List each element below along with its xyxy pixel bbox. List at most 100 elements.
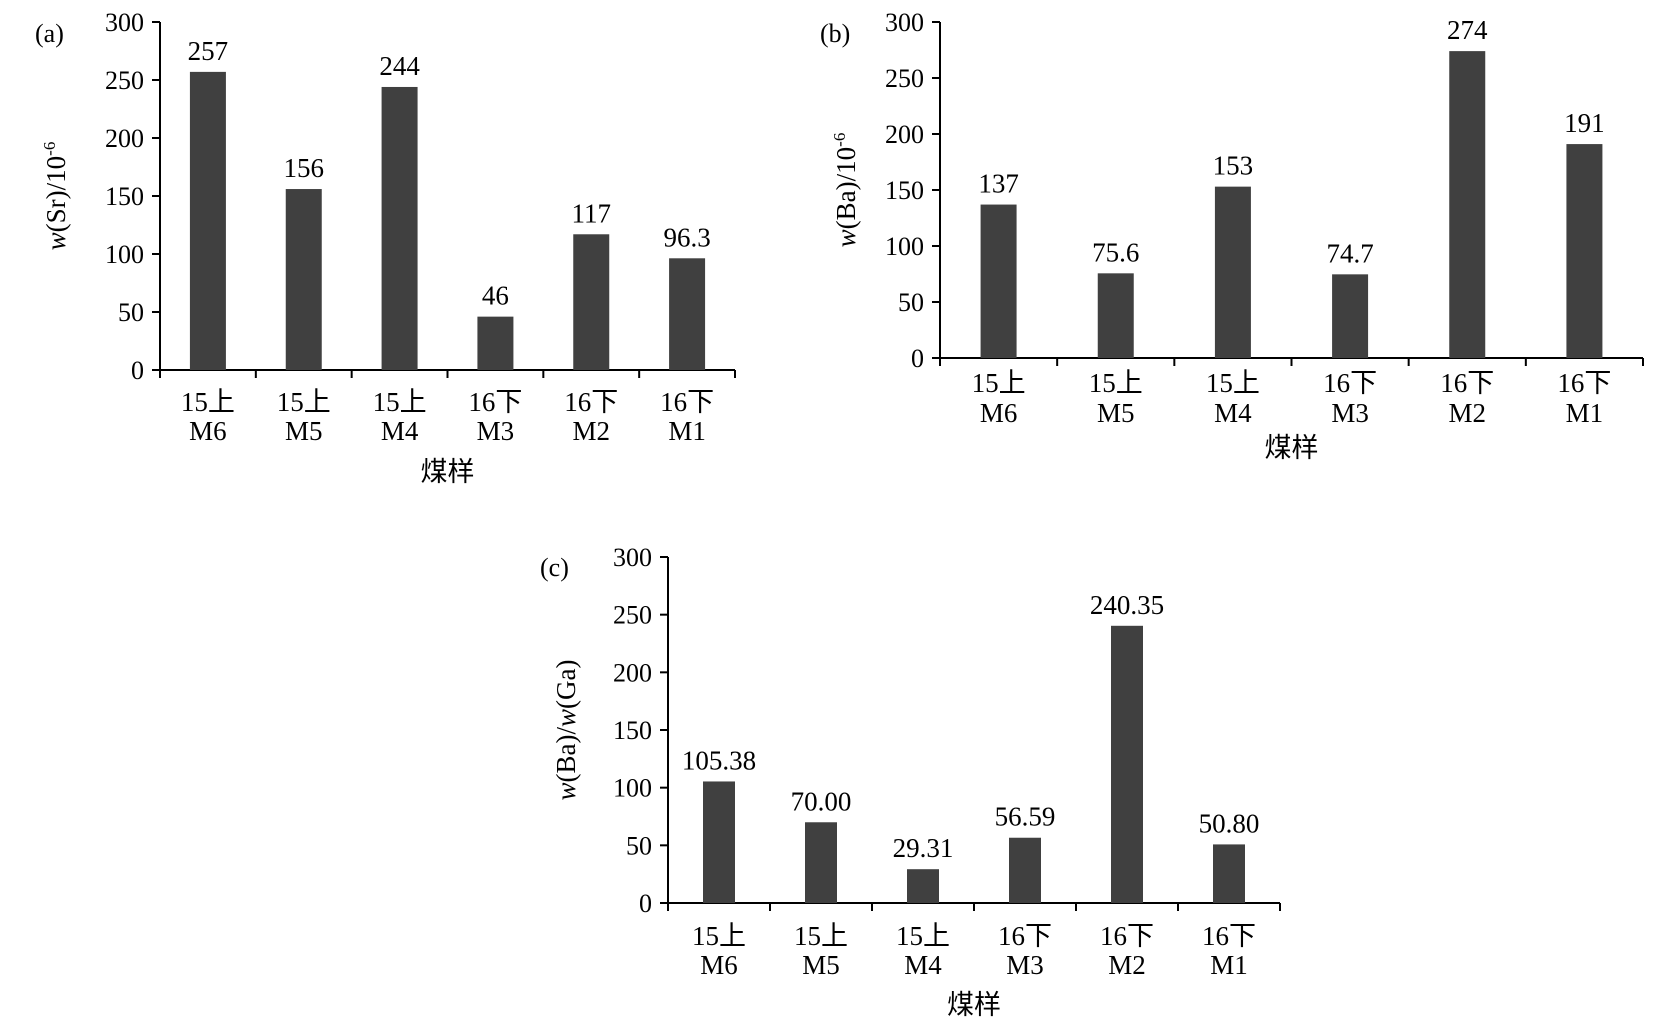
category-label-line2: M1 <box>1566 398 1604 428</box>
category-label-line2: M1 <box>668 416 706 446</box>
y-tick-label: 50 <box>898 288 924 317</box>
category-label-line2: M3 <box>1331 398 1369 428</box>
value-label: 156 <box>284 153 325 183</box>
value-label: 50.80 <box>1199 808 1260 838</box>
y-tick-label: 200 <box>613 658 652 687</box>
y-tick-label: 100 <box>885 232 924 261</box>
bar <box>285 189 322 370</box>
category-label-line1: 16下 <box>1202 921 1256 951</box>
category-label-line1: 16下 <box>468 387 522 417</box>
category-label-line1: 16下 <box>1100 921 1154 951</box>
category-label-line1: 15上 <box>1206 368 1260 398</box>
panel-label: (b) <box>820 19 850 48</box>
bar <box>669 258 706 370</box>
y-tick-label: 50 <box>118 298 144 327</box>
y-tick-label: 50 <box>626 831 652 860</box>
y-axis-title: w(Sr)/10-6 <box>40 142 71 251</box>
y-tick-label: 200 <box>105 124 144 153</box>
category-label-line1: 16下 <box>1323 368 1377 398</box>
y-axis-title: w(Ba)/w(Ga) <box>551 660 581 801</box>
y-tick-label: 300 <box>613 543 652 572</box>
bar <box>703 781 735 903</box>
category-label-line1: 15上 <box>181 387 235 417</box>
value-label: 244 <box>379 51 420 81</box>
y-tick-label: 250 <box>613 601 652 630</box>
value-label: 96.3 <box>663 222 710 252</box>
value-label: 56.59 <box>995 802 1056 832</box>
category-label-line1: 15上 <box>972 368 1026 398</box>
category-label-line2: M2 <box>1448 398 1486 428</box>
category-label-line2: M4 <box>1214 398 1252 428</box>
y-tick-label: 150 <box>613 716 652 745</box>
bar <box>1111 625 1143 903</box>
y-tick-label: 300 <box>105 8 144 37</box>
value-label: 46 <box>482 281 509 311</box>
y-tick-label: 0 <box>639 889 652 918</box>
bar <box>907 869 939 903</box>
category-label-line1: 16下 <box>1557 368 1611 398</box>
y-tick-label: 150 <box>105 182 144 211</box>
bar <box>1332 274 1369 358</box>
panel-label: (c) <box>540 553 569 582</box>
category-label-line2: M6 <box>980 398 1018 428</box>
value-label: 70.00 <box>791 786 852 816</box>
bar <box>573 234 610 370</box>
value-label: 274 <box>1447 15 1488 45</box>
category-label-line2: M4 <box>381 416 419 446</box>
panel-label: (a) <box>35 19 64 48</box>
bar <box>1214 186 1251 358</box>
category-label-line1: 15上 <box>1089 368 1143 398</box>
bar <box>1097 273 1134 358</box>
category-label-line2: M5 <box>1097 398 1135 428</box>
category-label-line1: 16下 <box>998 921 1052 951</box>
category-label-line1: 15上 <box>896 921 950 951</box>
category-label-line1: 15上 <box>692 921 746 951</box>
category-label-line2: M2 <box>572 416 610 446</box>
category-label-line2: M4 <box>904 950 942 980</box>
value-label: 257 <box>188 36 229 66</box>
y-axis-title: w(Ba)/10-6 <box>830 133 861 248</box>
value-label: 74.7 <box>1326 238 1373 268</box>
bar <box>1009 837 1041 903</box>
y-tick-label: 150 <box>885 176 924 205</box>
y-tick-label: 300 <box>885 8 924 37</box>
y-tick-label: 100 <box>613 774 652 803</box>
value-label: 105.38 <box>682 745 756 775</box>
chart-panel-b: (b)05010015020025030013715上M675.615上M515… <box>820 8 1644 463</box>
value-label: 29.31 <box>893 833 954 863</box>
bar <box>1566 144 1603 358</box>
y-tick-label: 100 <box>105 240 144 269</box>
bar <box>1449 51 1486 359</box>
category-label-line2: M5 <box>802 950 840 980</box>
value-label: 240.35 <box>1090 590 1164 620</box>
chart-panel-c: (c)050100150200250300105.3815上M670.0015上… <box>540 543 1281 1020</box>
category-label-line1: 15上 <box>277 387 331 417</box>
bar <box>805 822 837 903</box>
category-label-line2: M6 <box>700 950 738 980</box>
x-axis-title: 煤样 <box>947 990 1001 1020</box>
bar <box>980 204 1017 358</box>
value-label: 191 <box>1564 108 1605 138</box>
y-tick-label: 0 <box>911 344 924 373</box>
category-label-line1: 15上 <box>794 921 848 951</box>
category-label-line1: 15上 <box>373 387 427 417</box>
category-label-line2: M1 <box>1210 950 1248 980</box>
bar <box>477 316 514 370</box>
category-label-line1: 16下 <box>564 387 618 417</box>
category-label-line1: 16下 <box>660 387 714 417</box>
category-label-line2: M3 <box>1006 950 1044 980</box>
category-label-line1: 16下 <box>1440 368 1494 398</box>
value-label: 75.6 <box>1092 237 1139 267</box>
y-tick-label: 0 <box>131 356 144 385</box>
y-tick-label: 200 <box>885 120 924 149</box>
bar <box>1213 844 1245 903</box>
bar <box>381 86 418 371</box>
category-label-line2: M6 <box>189 416 227 446</box>
x-axis-title: 煤样 <box>421 457 475 487</box>
y-tick-label: 250 <box>105 66 144 95</box>
value-label: 153 <box>1213 151 1254 181</box>
category-label-line2: M3 <box>477 416 515 446</box>
category-label-line2: M2 <box>1108 950 1146 980</box>
